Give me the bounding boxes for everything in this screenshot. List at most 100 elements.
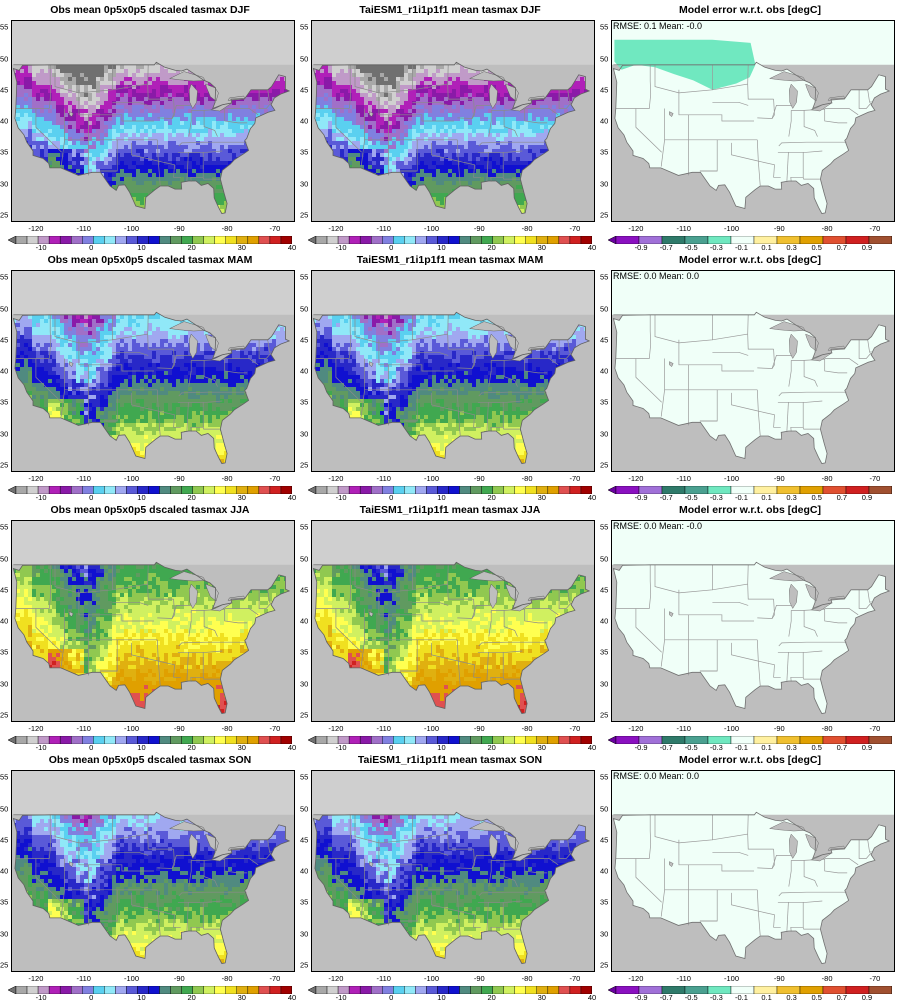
- lat-tick-label: 55: [300, 273, 308, 282]
- lon-tick-label: -90: [174, 974, 185, 983]
- panel-model-son: TaiESM1_r1i1p1f1 mean tasmax SON-120-110…: [300, 750, 600, 1000]
- map-frame: [11, 20, 295, 222]
- lon-tick-label: -80: [522, 724, 533, 733]
- colorbar-tick-label: 0.7: [837, 993, 847, 1002]
- colorbar-segment-8: [104, 736, 115, 744]
- colorbar-segment-14: [471, 736, 482, 744]
- panel-title: Model error w.r.t. obs [degC]: [600, 254, 900, 266]
- lat-tick-label: 50: [600, 554, 608, 563]
- lon-tick-label: -70: [569, 224, 580, 233]
- colorbar-segment-0: [316, 986, 327, 994]
- lon-tick-label: -90: [174, 474, 185, 483]
- panel-error-mam: Model error w.r.t. obs [degC] RMSE: 0.0 M…: [600, 250, 900, 500]
- canada-region: [12, 21, 294, 65]
- lat-tick-label: 25: [300, 210, 308, 219]
- colorbar-segment-4: [60, 236, 71, 244]
- lon-tick-label: -110: [76, 224, 90, 233]
- colorbar-segment-8: [404, 736, 415, 744]
- lon-tick-label: -110: [376, 724, 390, 733]
- colorbar-temperature: [308, 736, 592, 744]
- panel-error-son: Model error w.r.t. obs [degC]RMSE: 0.0 M…: [600, 750, 900, 1000]
- lat-tick-label: 40: [600, 117, 608, 126]
- panel-obs-mam: Obs mean 0p5x0p5 dscaled tasmax MAM-120-…: [0, 250, 300, 500]
- colorbar-segment-0: [316, 486, 327, 494]
- colorbar-segment-7: [93, 486, 104, 494]
- colorbar-segment-12: [448, 986, 459, 994]
- lon-tick-label: -90: [174, 224, 185, 233]
- colorbar-segment-0: [16, 236, 27, 244]
- colorbar-segment-3: [49, 736, 60, 744]
- lon-tick-label: -70: [269, 224, 280, 233]
- colorbar-segment-13: [460, 986, 471, 994]
- colorbar-segment-23: [570, 736, 581, 744]
- map-frame: [11, 520, 295, 722]
- lat-tick-label: 40: [0, 367, 8, 376]
- panel-title: Obs mean 0p5x0p5 dscaled tasmax JJA: [0, 504, 300, 516]
- colorbar-segment-10: [426, 236, 437, 244]
- colorbar-segment-4: [360, 236, 371, 244]
- lon-tick-label: -90: [474, 224, 485, 233]
- colorbar-segment-10: [126, 986, 137, 994]
- map-frame: [611, 20, 895, 222]
- colorbar-segment-3: [49, 986, 60, 994]
- colorbar-segment-18: [515, 486, 526, 494]
- lat-tick-label: 25: [0, 460, 8, 469]
- colorbar-segment-21: [548, 986, 559, 994]
- lat-tick-label: 35: [300, 898, 308, 907]
- colorbar-segment-21: [248, 486, 259, 494]
- colorbar-segment-4: [60, 736, 71, 744]
- colorbar-segment-11: [869, 986, 892, 994]
- lon-tick-label: -70: [869, 724, 880, 733]
- colorbar-segment-19: [526, 736, 537, 744]
- lat-tick-label: 25: [300, 960, 308, 969]
- colorbar-temperature: [308, 986, 592, 994]
- colorbar-tick-label: 30: [238, 993, 246, 1002]
- colorbar-tick-label: 0.3: [786, 993, 796, 1002]
- colorbar-segment-19: [526, 486, 537, 494]
- colorbar-segment-12: [148, 986, 159, 994]
- lon-tick-label: -100: [724, 474, 739, 483]
- lon-tick-label: -100: [124, 724, 139, 733]
- lon-tick-label: -100: [424, 224, 439, 233]
- lat-tick-label: 45: [300, 85, 308, 94]
- colorbar-error: [608, 236, 892, 244]
- colorbar-segment-18: [515, 736, 526, 744]
- lat-tick-label: 35: [600, 898, 608, 907]
- rmse-mean-label: RMSE: 0.0 Mean: 0.0: [613, 271, 699, 281]
- colorbar-segment-13: [160, 486, 171, 494]
- colorbar-temperature: [8, 986, 292, 994]
- lon-tick-label: -80: [222, 724, 233, 733]
- colorbar-segment-5: [371, 986, 382, 994]
- colorbar-segment-7: [93, 236, 104, 244]
- map-frame: [311, 270, 595, 472]
- colorbar-tick-label: -10: [36, 993, 47, 1002]
- colorbar-segment-9: [115, 986, 126, 994]
- colorbar-under-triangle: [8, 236, 16, 244]
- colorbar-segment-13: [160, 986, 171, 994]
- colorbar-segment-3: [349, 986, 360, 994]
- colorbar-segment-22: [259, 736, 270, 744]
- colorbar-segment-19: [526, 236, 537, 244]
- lat-tick-label: 35: [300, 398, 308, 407]
- lat-tick-label: 30: [600, 179, 608, 188]
- colorbar-segment-21: [548, 486, 559, 494]
- lat-tick-label: 30: [300, 929, 308, 938]
- colorbar-tick-label: 30: [538, 993, 546, 1002]
- colorbar-segment-17: [504, 986, 515, 994]
- colorbar-segment-14: [171, 486, 182, 494]
- lat-tick-label: 50: [0, 54, 8, 63]
- colorbar-segment-12: [148, 236, 159, 244]
- colorbar-segment-9: [415, 736, 426, 744]
- lon-tick-label: -90: [774, 974, 785, 983]
- colorbar-under-triangle: [308, 236, 316, 244]
- lon-tick-label: -80: [822, 724, 833, 733]
- colorbar-segment-3: [349, 736, 360, 744]
- lat-tick-label: 50: [0, 804, 8, 813]
- lon-tick-label: -90: [774, 474, 785, 483]
- lon-tick-label: -110: [676, 224, 690, 233]
- lon-tick-label: -80: [822, 474, 833, 483]
- colorbar-tick-label: 10: [137, 993, 145, 1002]
- lon-tick-label: -90: [474, 974, 485, 983]
- panel-title: Model error w.r.t. obs [degC]: [600, 4, 900, 16]
- lat-tick-label: 55: [300, 23, 308, 32]
